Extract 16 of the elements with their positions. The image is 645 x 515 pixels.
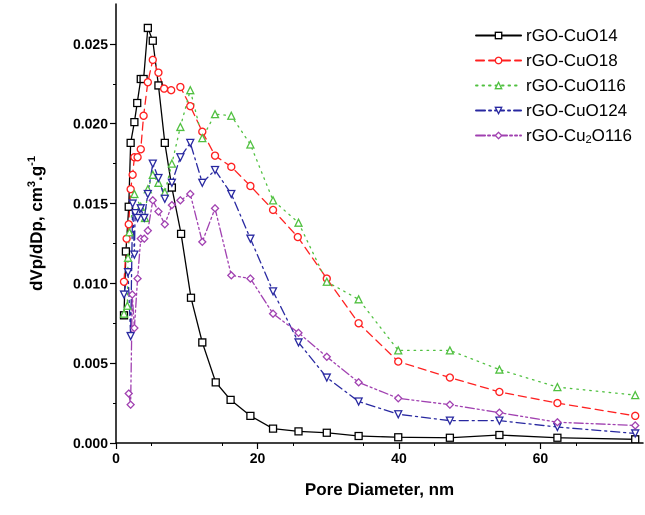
y-tick-label: 0.015: [72, 196, 108, 212]
x-axis-title: Pore Diameter, nm: [304, 480, 454, 499]
legend-label: rGO-CuO116: [526, 76, 626, 95]
legend-label: rGO-CuO124: [526, 101, 628, 120]
y-tick-label: 0.025: [72, 36, 108, 52]
legend-label: rGO-CuO14: [526, 26, 618, 45]
legend-label: rGO-CuO18: [526, 51, 618, 70]
x-tick-label: 20: [250, 450, 266, 466]
y-tick-label: 0.010: [72, 275, 108, 292]
y-tick-label: 0.020: [72, 116, 108, 132]
y-tick-label: 0.005: [72, 355, 108, 372]
y-tick-label: 0.000: [72, 435, 108, 451]
x-tick-label: 60: [532, 450, 548, 466]
x-tick-label: 40: [391, 450, 407, 466]
y-axis-title: dVp/dDp, cm3.g-1: [26, 156, 46, 291]
x-tick-label: 0: [112, 450, 120, 466]
